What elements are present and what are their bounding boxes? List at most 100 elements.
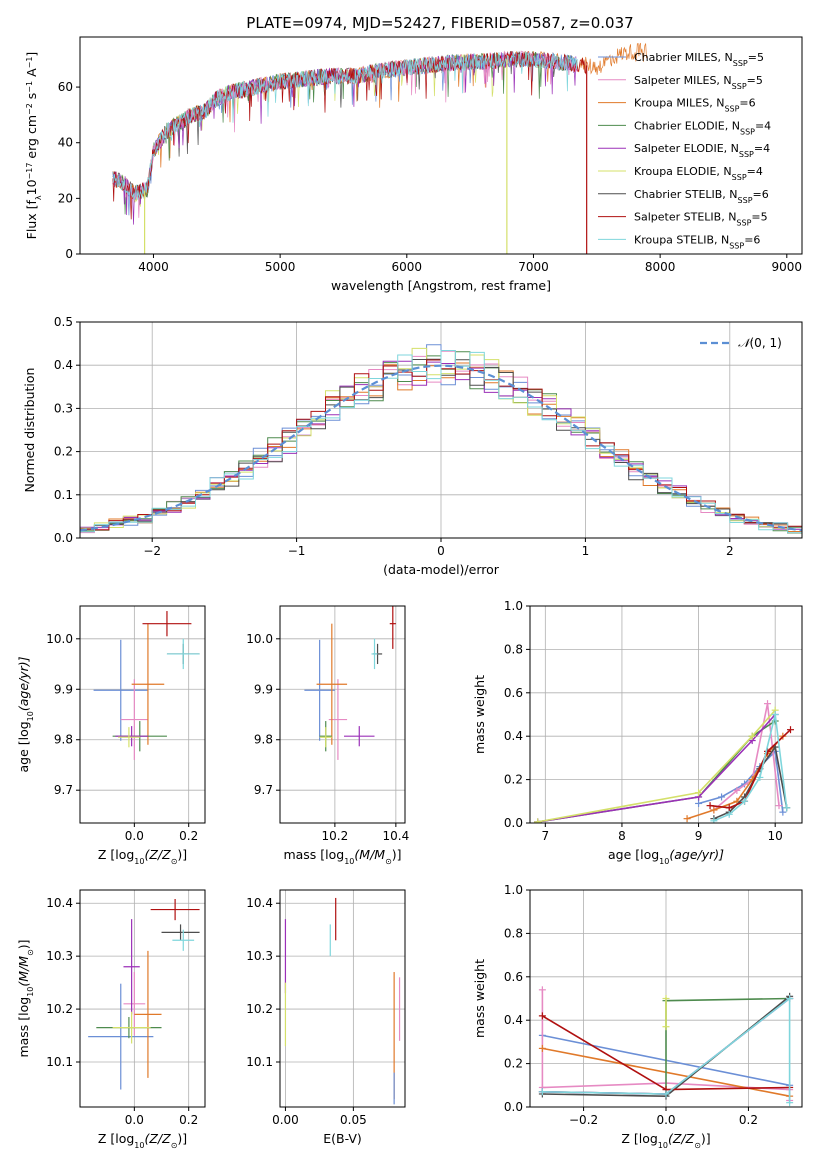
- y-tick-label: 0.4: [504, 1013, 523, 1027]
- x-axis-label: (data-model)/error: [383, 562, 500, 577]
- series-salpeter-stelib: [538, 1012, 794, 1094]
- errorbar-point-kroupa-elodie: [112, 1011, 151, 1044]
- plot-area: [80, 344, 802, 534]
- y-tick-label: 0.3: [54, 401, 73, 415]
- y-tick-label: 60: [58, 80, 73, 94]
- age-vs-mass-panel: 10.2 10.4 9.7 9.8 9.9 10.0 mass [log10(M/M⊙)]: [246, 605, 409, 866]
- y-axis-label: mass weight: [472, 959, 487, 1038]
- y-tick-label: 0.2: [504, 1057, 523, 1071]
- errorbar-point-salpeter-stelib: [142, 611, 192, 637]
- y-axis-label: age [log10(age/yr)]: [16, 656, 35, 772]
- legend-entry: Kroupa ELODIE, NSSP=4: [634, 165, 763, 182]
- legend-entry: Salpeter ELODIE, NSSP=4: [634, 142, 770, 159]
- mass-vs-ebv-panel: 0.00 0.05 10.1 10.2 10.3 10.4 E(B-V): [246, 889, 406, 1146]
- axes-frame: [79, 889, 206, 1108]
- errorbar-point-kroupa-elodie: [118, 727, 140, 748]
- plot-area: [538, 986, 794, 1107]
- errorbar-point-salpeter-elodie: [344, 726, 375, 747]
- axes-frame: [79, 605, 206, 824]
- x-tick-label: 0.05: [340, 1113, 367, 1127]
- plot-area: [88, 898, 200, 1090]
- y-tick-label: 10.1: [46, 1055, 73, 1069]
- y-tick-label: 10.2: [246, 1002, 273, 1016]
- axes-frame: [79, 36, 803, 255]
- x-tick-label: 5000: [265, 260, 296, 274]
- x-tick-label: 10.2: [322, 829, 349, 843]
- spectrum-panel: 4000 5000 6000 7000 8000 9000 0 20 40 60 wavelengt…: [24, 36, 803, 293]
- x-axis-label: Z [log10(Z/Z⊙)]: [98, 1131, 187, 1150]
- y-tick-label: 0.5: [54, 315, 73, 329]
- y-axis-label: Flux [fλ10−17 erg cm−2 s−1 A−1]: [24, 52, 43, 240]
- errorbar-point-salpeter-miles: [120, 679, 148, 760]
- spectrum-line-kroupa-stelib: [112, 51, 578, 201]
- series-salpeter-elodie: [534, 711, 779, 823]
- y-tick-label: 9.7: [254, 783, 273, 797]
- axes-frame: [279, 605, 406, 824]
- x-tick-label: 10: [768, 829, 783, 843]
- x-tick-label: −2: [143, 544, 161, 558]
- y-tick-label: 10.4: [246, 896, 273, 910]
- x-tick-label: 1: [582, 544, 590, 558]
- errorbar-point-salpeter-miles: [123, 972, 146, 1036]
- errorbar-point-salpeter-stelib: [150, 898, 200, 921]
- errorbar-point-kroupa-miles: [134, 950, 162, 1078]
- y-axis-label: mass weight: [472, 675, 487, 754]
- plot-area: [112, 42, 648, 254]
- x-axis-label: Z [log10(Z/Z⊙)]: [621, 1131, 710, 1150]
- spectrum-legend: Chabrier MILES, NSSP=5 Salpeter MILES, NS…: [598, 51, 771, 250]
- residuals-panel: −2 −1 0 1 2 0.0 0.1 0.2 0.3 0.4 0.5 (data-model)/er…: [22, 315, 803, 577]
- y-tick-label: 0.8: [504, 642, 523, 656]
- y-tick-label: 9.8: [54, 733, 73, 747]
- y-tick-label: 0.6: [504, 686, 523, 700]
- mass-weight-vs-metallicity-panel: −0.2 0.0 0.2 0.0 0.2 0.4 0.6 0.8 1.0 Z [log10(Z/Z…: [472, 883, 803, 1150]
- errorbar-point-chabrier-miles: [93, 639, 148, 741]
- x-tick-label: 0.0: [125, 829, 144, 843]
- x-tick-label: −1: [288, 544, 306, 558]
- errorbar-point-kroupa-miles: [131, 623, 165, 745]
- y-tick-label: 10.4: [46, 896, 73, 910]
- y-tick-label: 1.0: [504, 883, 523, 897]
- x-tick-label: 0.2: [739, 1113, 758, 1127]
- errorbar-point-kroupa-miles: [316, 623, 348, 745]
- y-tick-label: 9.7: [54, 783, 73, 797]
- plot-area: [534, 700, 795, 823]
- y-tick-label: 0.2: [504, 773, 523, 787]
- x-tick-label: 2: [726, 544, 734, 558]
- y-tick-label: 0.0: [54, 531, 73, 545]
- x-axis-label: E(B-V): [323, 1131, 362, 1146]
- x-tick-label: 0.2: [179, 829, 198, 843]
- y-tick-label: 40: [58, 136, 73, 150]
- x-tick-label: 4000: [138, 260, 169, 274]
- y-axis-label: mass [log10(M/M⊙)]: [16, 939, 35, 1057]
- plot-area: [304, 606, 396, 760]
- errorbar-point-kroupa-stelib: [371, 638, 378, 670]
- mass-weight-vs-age-panel: 7 8 9 10 0.0 0.2 0.4 0.6 0.8 1.0 age [log10(age/yr…: [472, 599, 803, 866]
- errorbar-point-chabrier-stelib: [161, 924, 200, 941]
- errorbar-point-salpeter-elodie: [115, 726, 148, 747]
- y-tick-label: 1.0: [504, 599, 523, 613]
- age-vs-metallicity-panel: 0.0 0.2 9.7 9.8 9.9 10.0 Z [log10(Z/Z⊙)] age [l…: [16, 605, 206, 866]
- legend-entry: Chabrier ELODIE, NSSP=4: [634, 119, 771, 136]
- x-tick-label: 7000: [518, 260, 549, 274]
- mass-vs-metallicity-panel: 0.0 0.2 10.1 10.2 10.3 10.4 Z [log10(Z/Z⊙)] mas…: [16, 889, 206, 1150]
- x-tick-label: 8: [618, 829, 626, 843]
- y-tick-label: 0.6: [504, 970, 523, 984]
- x-axis-label: age [log10(age/yr)]: [608, 847, 724, 866]
- axes-frame: [529, 605, 803, 824]
- y-tick-label: 9.8: [254, 733, 273, 747]
- legend-entry: Kroupa MILES, NSSP=6: [634, 97, 756, 114]
- legend-entry: 𝒩(0, 1): [738, 336, 782, 350]
- x-axis-label: wavelength [Angstrom, rest frame]: [331, 278, 551, 293]
- y-tick-label: 10.0: [46, 632, 73, 646]
- y-tick-label: 10.3: [46, 949, 73, 963]
- legend-entry: Kroupa STELIB, NSSP=6: [634, 233, 760, 250]
- x-tick-label: 0.00: [272, 1113, 299, 1127]
- series-kroupa-stelib: [710, 711, 791, 823]
- y-tick-label: 0.8: [504, 926, 523, 940]
- y-tick-label: 0.1: [54, 488, 73, 502]
- y-tick-label: 9.9: [54, 682, 73, 696]
- y-tick-label: 0: [65, 247, 73, 261]
- errorbar-point-kroupa-elodie: [319, 727, 332, 748]
- y-tick-label: 0.4: [54, 358, 73, 372]
